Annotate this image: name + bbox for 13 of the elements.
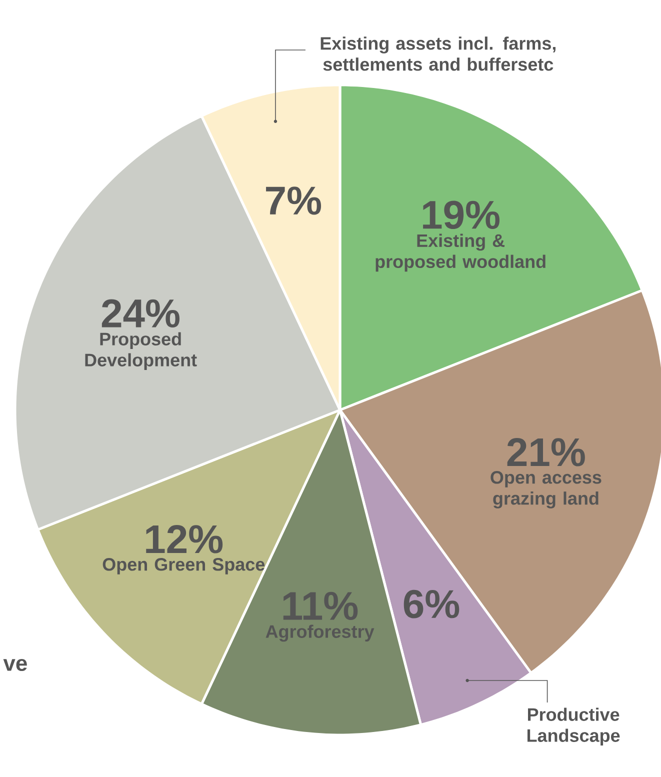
slice-label: Existing & proposed woodland (376, 234, 546, 272)
data-label: 12% (146, 525, 223, 554)
data-label: 6% (404, 590, 460, 618)
data-label: 24% (102, 299, 180, 328)
slice-label: Existing assets incl. farms, settlements and buffersetc (320, 36, 556, 71)
slice-label: Proposed Development (85, 332, 197, 370)
text: ve (3, 658, 27, 672)
data-label: 21% (507, 438, 585, 466)
slice-label: Open Green Space (102, 558, 265, 574)
data-label: 7% (266, 186, 322, 215)
slice-label: Open access grazing land (490, 471, 602, 508)
slice-label: Productive Landscape (527, 708, 620, 746)
data-label: 19% (423, 200, 500, 230)
